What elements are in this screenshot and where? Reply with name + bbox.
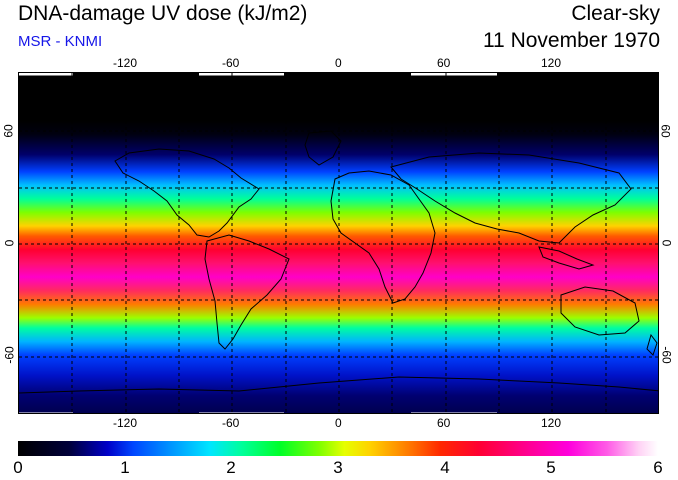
coastlines [19,130,658,394]
colorbar-tick: 1 [120,458,130,477]
date-label: 11 November 1970 [482,29,660,52]
lon-tick-top: -60 [222,56,240,70]
colorbar-tick: 0 [13,458,23,477]
lat-tick-left: 60 [1,124,16,138]
lon-tick-top: 120 [541,56,562,70]
lon-tick-bottom: 120 [541,416,562,430]
colorbar-tick: 4 [440,458,450,477]
lon-tick-top: -120 [113,56,138,70]
map-title: DNA-damage UV dose (kJ/m2) [18,2,308,25]
lat-tick-right: 60 [658,124,673,138]
map-subtitle: MSR - KNMI [18,33,103,50]
lat-tick-left: -60 [2,346,17,364]
colorbar-tick: 6 [653,458,663,477]
map-overlay [19,73,658,413]
uv-colorbar [18,441,658,456]
sky-condition-label: Clear-sky [571,2,660,25]
lon-tick-bottom: -60 [222,416,240,430]
lat-tick-right: 0 [659,239,674,247]
lon-tick-bottom: 0 [335,416,342,430]
lon-tick-bottom: 60 [437,416,451,430]
frame-ticks [19,73,497,413]
lat-tick-left: 0 [2,239,17,247]
lon-tick-top: 0 [335,56,342,70]
lon-tick-bottom: -120 [113,416,138,430]
lon-tick-top: 60 [437,56,451,70]
uv-dose-map [18,72,659,414]
lat-tick-right: -60 [659,346,674,364]
colorbar-tick: 2 [226,458,236,477]
graticule [19,73,658,413]
colorbar-tick: 5 [546,458,556,477]
colorbar-tick: 3 [333,458,343,477]
